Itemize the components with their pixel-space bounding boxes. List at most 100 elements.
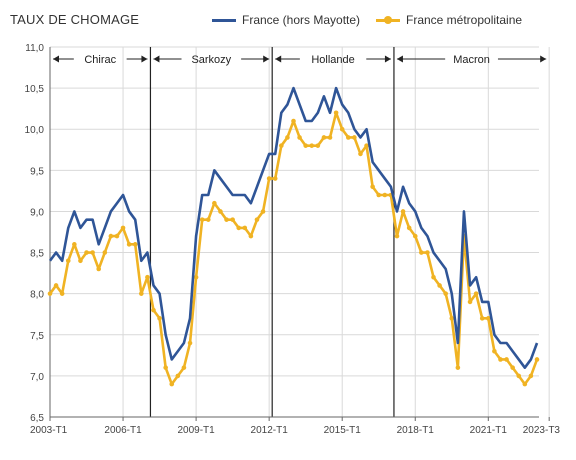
data-point-metropolitaine <box>157 316 162 321</box>
data-point-metropolitaine <box>382 192 388 198</box>
data-point-metropolitaine <box>425 250 430 255</box>
data-point-metropolitaine <box>242 225 248 231</box>
data-point-metropolitaine <box>218 209 223 214</box>
data-point-metropolitaine <box>406 225 412 231</box>
data-point-metropolitaine <box>327 135 333 140</box>
data-point-metropolitaine <box>419 250 424 255</box>
data-point-metropolitaine <box>266 176 272 181</box>
data-point-metropolitaine <box>522 381 528 387</box>
data-point-metropolitaine <box>163 365 168 370</box>
x-tick-label: 2003-T1 <box>30 425 68 436</box>
data-point-metropolitaine <box>151 307 156 313</box>
data-point-metropolitaine <box>498 357 503 362</box>
data-point-metropolitaine <box>114 233 120 239</box>
data-point-metropolitaine <box>187 340 193 346</box>
arrowhead-right <box>384 55 391 63</box>
data-point-metropolitaine <box>169 381 175 387</box>
data-point-metropolitaine <box>53 283 59 288</box>
y-tick-label: 8,5 <box>30 249 44 260</box>
chart-title: TAUX DE CHOMAGE <box>10 12 140 27</box>
data-point-metropolitaine <box>297 135 302 140</box>
data-point-metropolitaine <box>84 250 89 255</box>
data-point-metropolitaine <box>449 316 455 321</box>
period-label: Hollande <box>311 54 354 66</box>
x-tick-label: 2018-T1 <box>397 425 435 436</box>
data-point-metropolitaine <box>516 373 522 379</box>
data-point-metropolitaine <box>364 143 369 148</box>
arrowhead-right <box>263 55 270 63</box>
data-point-metropolitaine <box>47 291 53 296</box>
data-point-metropolitaine <box>193 274 199 280</box>
data-point-metropolitaine <box>59 291 65 296</box>
data-point-metropolitaine <box>394 233 400 239</box>
legend-label-metropolitaine: France métropolitaine <box>406 13 523 27</box>
data-point-metropolitaine <box>473 291 479 296</box>
data-point-metropolitaine <box>345 135 351 140</box>
data-point-metropolitaine <box>212 200 217 206</box>
y-tick-label: 9,0 <box>30 207 44 218</box>
arrowhead-left <box>153 55 160 63</box>
period-label: Sarkozy <box>191 54 231 66</box>
legend-swatch-france <box>212 18 236 22</box>
data-point-metropolitaine <box>90 250 95 255</box>
data-point-metropolitaine <box>333 110 339 116</box>
data-point-metropolitaine <box>437 283 442 288</box>
legend-label-france: France (hors Mayotte) <box>242 13 361 27</box>
data-point-metropolitaine <box>443 291 448 296</box>
legend-item-france: France (hors Mayotte) <box>212 13 360 27</box>
data-point-metropolitaine <box>321 135 327 140</box>
data-point-metropolitaine <box>132 242 138 247</box>
data-point-metropolitaine <box>205 217 211 222</box>
data-point-metropolitaine <box>486 316 491 321</box>
data-point-metropolitaine <box>534 357 540 362</box>
data-point-metropolitaine <box>492 348 497 354</box>
x-tick-label: 2021-T1 <box>470 425 508 436</box>
data-point-metropolitaine <box>309 143 315 148</box>
y-tick-label: 6,5 <box>30 413 44 424</box>
data-point-metropolitaine <box>279 143 284 148</box>
arrowhead-right <box>141 55 148 63</box>
data-point-metropolitaine <box>339 126 345 132</box>
data-point-metropolitaine <box>376 192 382 198</box>
data-point-metropolitaine <box>175 373 181 379</box>
data-point-metropolitaine <box>78 258 83 264</box>
data-point-metropolitaine <box>102 250 108 255</box>
data-point-metropolitaine <box>291 118 296 124</box>
legend-item-metropolitaine: France métropolitaine <box>376 13 522 27</box>
data-point-metropolitaine <box>358 151 363 157</box>
data-point-metropolitaine <box>431 274 436 280</box>
y-tick-label: 8,0 <box>30 290 44 301</box>
x-tick-label: 2023-T3 <box>523 425 561 436</box>
y-tick-label: 10,0 <box>25 125 45 136</box>
data-point-metropolitaine <box>370 184 375 190</box>
data-point-metropolitaine <box>260 209 266 214</box>
data-point-metropolitaine <box>72 242 77 247</box>
data-point-metropolitaine <box>303 143 308 148</box>
data-point-metropolitaine <box>412 233 418 239</box>
data-point-metropolitaine <box>285 135 290 140</box>
period-label: Macron <box>453 54 490 66</box>
data-point-metropolitaine <box>181 365 187 370</box>
data-point-metropolitaine <box>236 225 242 231</box>
arrowhead-left <box>396 55 403 63</box>
grid-lines <box>49 46 550 418</box>
data-point-metropolitaine <box>315 143 321 148</box>
data-point-metropolitaine <box>120 225 126 231</box>
data-point-metropolitaine <box>199 217 205 222</box>
x-tick-label: 2012-T1 <box>251 425 289 436</box>
data-point-metropolitaine <box>65 258 71 264</box>
data-point-metropolitaine <box>455 365 461 370</box>
data-point-metropolitaine <box>139 291 144 296</box>
x-tick-label: 2009-T1 <box>177 425 215 436</box>
period-label: Chirac <box>84 54 116 66</box>
data-point-metropolitaine <box>467 299 473 305</box>
arrowhead-left <box>275 55 282 63</box>
data-point-metropolitaine <box>352 135 357 140</box>
data-point-metropolitaine <box>528 373 534 379</box>
data-point-metropolitaine <box>96 266 101 272</box>
x-tick-label: 2006-T1 <box>104 425 142 436</box>
period-dividers <box>149 47 395 417</box>
y-tick-label: 9,5 <box>30 166 44 177</box>
data-point-metropolitaine <box>108 233 114 239</box>
